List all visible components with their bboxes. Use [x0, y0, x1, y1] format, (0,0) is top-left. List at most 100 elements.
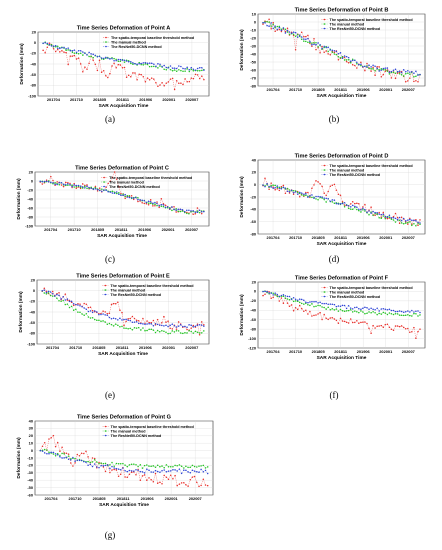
- data-point: [298, 304, 301, 307]
- data-point: [394, 310, 397, 313]
- x-tick-label: 201710: [68, 227, 81, 232]
- series-spatio_temporal: [42, 42, 205, 91]
- data-point: [79, 304, 81, 307]
- data-point: [96, 190, 99, 192]
- data-point: [52, 434, 55, 437]
- data-point: [409, 71, 411, 73]
- data-point: [171, 328, 174, 330]
- data-point: [123, 61, 126, 63]
- legend-entry: The spatio-temporal baseline threshold m…: [329, 164, 413, 168]
- data-point: [130, 195, 133, 197]
- data-point: [347, 204, 350, 207]
- data-point: [313, 43, 315, 45]
- data-point: [96, 55, 99, 58]
- data-point: [201, 67, 203, 69]
- data-point: [133, 321, 136, 323]
- data-point: [105, 56, 107, 59]
- data-point: [200, 468, 202, 471]
- data-point: [339, 317, 342, 320]
- data-point: [47, 290, 50, 293]
- data-point: [73, 184, 75, 186]
- y-tick-label: 20: [252, 279, 256, 284]
- data-point: [407, 221, 409, 224]
- data-point: [154, 469, 157, 472]
- data-point: [180, 65, 182, 68]
- data-point: [173, 67, 176, 69]
- data-point: [72, 456, 74, 459]
- x-axis-label: SAR Acquisition Time: [98, 351, 148, 357]
- data-point: [85, 312, 88, 315]
- data-point: [186, 80, 188, 83]
- data-point: [309, 40, 311, 43]
- data-point: [96, 188, 99, 191]
- y-tick-label: 0: [33, 288, 35, 293]
- data-point: [290, 304, 293, 306]
- data-point: [331, 317, 334, 319]
- y-axis-label: Deformation (mm): [239, 294, 245, 336]
- data-point: [111, 469, 113, 471]
- data-point: [191, 464, 194, 467]
- data-point: [49, 291, 52, 293]
- x-tick-label: 201805: [93, 97, 107, 102]
- data-point: [98, 187, 101, 189]
- data-point: [315, 198, 317, 200]
- data-point: [376, 307, 378, 309]
- data-point: [69, 49, 72, 52]
- data-point: [266, 290, 268, 293]
- y-tick-label: -60: [27, 205, 33, 210]
- data-point: [77, 303, 79, 305]
- data-point: [119, 463, 122, 465]
- data-point: [117, 58, 120, 61]
- data-point: [280, 187, 283, 190]
- data-point: [88, 51, 90, 54]
- data-point: [127, 328, 129, 330]
- data-point: [71, 185, 73, 188]
- data-point: [400, 325, 403, 327]
- y-tick-label: 20: [32, 29, 36, 34]
- data-point: [158, 206, 160, 209]
- data-point: [351, 59, 354, 62]
- data-point: [122, 467, 124, 469]
- data-point: [146, 329, 148, 332]
- data-point: [98, 319, 100, 322]
- data-point: [351, 308, 354, 310]
- data-point: [115, 469, 118, 471]
- legend-entry: The manual method: [329, 290, 365, 294]
- x-tick-label: 201704: [47, 97, 61, 102]
- data-point: [87, 464, 89, 467]
- data-point: [54, 454, 57, 457]
- data-point: [150, 77, 153, 79]
- data-point: [102, 310, 104, 312]
- data-point: [65, 49, 67, 51]
- x-tick-label: 201805: [92, 345, 106, 350]
- data-point: [147, 202, 150, 204]
- data-point: [417, 315, 419, 317]
- data-point: [171, 206, 173, 208]
- data-point: [178, 68, 180, 71]
- data-point: [67, 63, 69, 66]
- data-point: [46, 449, 48, 451]
- data-point: [161, 465, 163, 467]
- data-point: [392, 71, 395, 74]
- data-point: [100, 71, 103, 74]
- data-point: [154, 472, 157, 475]
- data-point: [288, 295, 291, 298]
- data-point: [175, 330, 178, 332]
- data-point: [413, 76, 415, 78]
- data-point: [183, 467, 185, 469]
- data-point: [140, 73, 142, 76]
- data-point: [333, 49, 336, 52]
- data-point: [135, 464, 137, 466]
- data-point: [415, 224, 417, 227]
- data-point: [107, 190, 109, 193]
- data-point: [137, 200, 139, 203]
- data-point: [174, 464, 176, 467]
- data-point: [382, 326, 385, 328]
- data-point: [407, 310, 409, 312]
- data-point: [152, 329, 155, 331]
- data-point: [160, 198, 163, 200]
- data-point: [140, 329, 142, 331]
- data-point: [413, 312, 415, 315]
- data-point: [409, 221, 411, 223]
- data-point: [80, 459, 83, 462]
